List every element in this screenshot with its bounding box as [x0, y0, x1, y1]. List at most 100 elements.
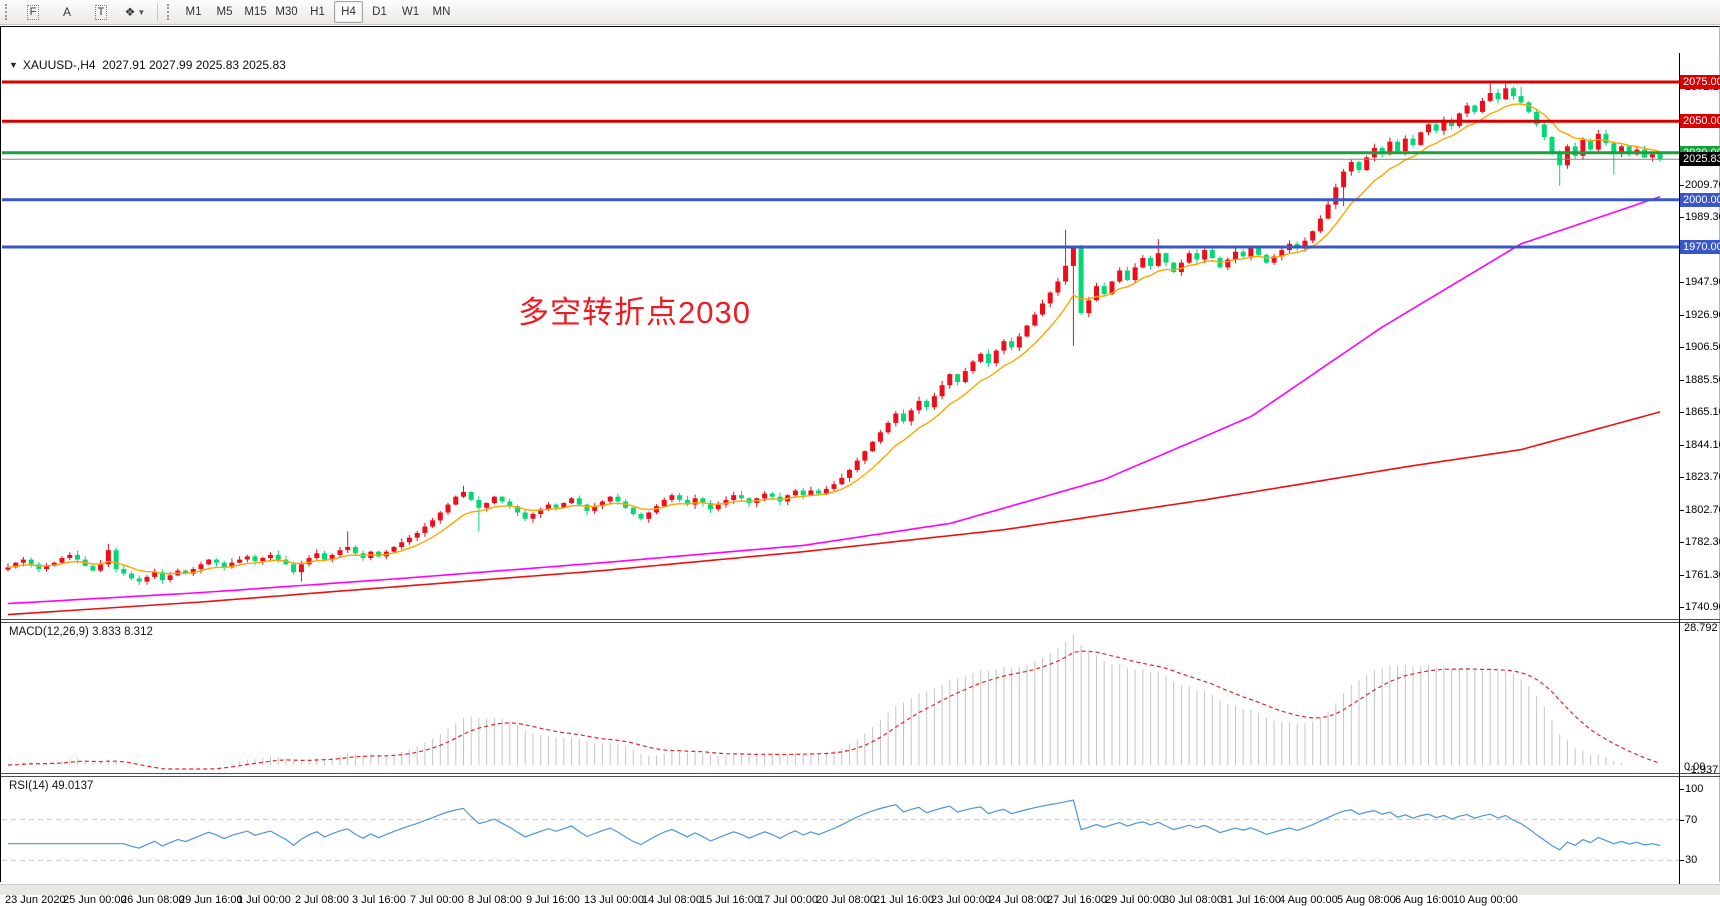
rsi-label: RSI(14) 49.0137: [9, 780, 94, 792]
price-level-badge: 2000.00: [1680, 193, 1720, 207]
price-axis-tick: [1679, 445, 1684, 446]
chevron-down-icon: ▼: [137, 7, 146, 17]
time-axis-label: 13 Jul 00:00: [584, 894, 644, 906]
pane-divider[interactable]: [1, 622, 1720, 623]
timeframe-button-group: M1 M5 M15 M30 H1 H4 D1 W1 MN: [179, 1, 456, 23]
quote-ohlc: 2027.91 2027.99 2025.83 2025.83: [102, 58, 286, 72]
indicators-grid-icon[interactable]: F: [17, 1, 49, 23]
pane-divider[interactable]: [1, 776, 1720, 777]
indicators-grid-glyph: F: [26, 4, 40, 20]
price-axis-tick-label: 1844.10: [1685, 439, 1720, 451]
rsi-axis-tick: [1679, 860, 1684, 861]
price-axis-tick: [1679, 217, 1684, 218]
timeframe-button-h4[interactable]: H4: [334, 1, 363, 23]
price-axis-tick-label: 1947.90: [1685, 276, 1720, 288]
rsi-axis-label: 30: [1685, 854, 1698, 866]
time-axis-label: 7 Jul 00:00: [410, 894, 464, 906]
price-axis-tick-label: 1802.70: [1685, 504, 1720, 516]
price-level-badge: 1970.00: [1680, 240, 1720, 254]
time-axis-label: 10 Aug 00:00: [1453, 894, 1518, 906]
time-axis-label: 25 Jun 00:00: [63, 894, 127, 906]
time-axis-label: 23 Jul 00:00: [931, 894, 991, 906]
shapes-icon[interactable]: ❖ ▼: [119, 1, 151, 23]
pane-divider[interactable]: [1, 619, 1720, 620]
timeframe-button-m5[interactable]: M5: [216, 6, 233, 18]
price-axis-tick: [1679, 347, 1684, 348]
price-axis-tick-label: 1823.70: [1685, 471, 1720, 483]
time-axis-label: 30 Jul 08:00: [1163, 894, 1223, 906]
price-level-badge: 2025.83: [1680, 152, 1720, 166]
price-level-badge: 2075.00: [1680, 75, 1720, 89]
rsi-axis-label: 70: [1685, 814, 1698, 826]
price-axis-tick-label: 1989.30: [1685, 211, 1720, 223]
price-axis-tick: [1679, 412, 1684, 413]
price-axis-tick: [1679, 542, 1684, 543]
time-axis-label: 23 Jun 2020: [5, 894, 66, 906]
timeframe-button-mn[interactable]: MN: [432, 6, 451, 18]
price-level-badge: 2050.00: [1680, 114, 1720, 128]
symbol-label: XAUUSD-,H4: [22, 58, 96, 72]
time-axis-label: 14 Jul 08:00: [642, 894, 702, 906]
window-bottom-strip: [0, 884, 1720, 895]
time-axis-label: 29 Jun 16:00: [179, 894, 243, 906]
time-axis-label: 1 Jul 00:00: [237, 894, 291, 906]
price-axis-tick-label: 1885.50: [1685, 374, 1720, 386]
macd-axis-max: 28.792: [1684, 622, 1718, 634]
rsi-axis-label: 100: [1685, 783, 1704, 795]
toolbar-separator: [157, 3, 158, 21]
time-axis-label: 3 Jul 16:00: [352, 894, 406, 906]
chevron-down-icon[interactable]: ▼: [9, 60, 18, 70]
time-axis-label: 24 Jul 08:00: [989, 894, 1049, 906]
price-axis-tick: [1679, 282, 1684, 283]
price-pane: [2, 80, 1679, 616]
macd-pane: [7, 634, 1661, 770]
price-axis-tick-label: 1740.90: [1685, 601, 1720, 613]
timeframe-button-w1[interactable]: W1: [401, 6, 420, 18]
rsi-axis-tick: [1679, 789, 1684, 790]
price-axis-tick: [1679, 315, 1684, 316]
time-axis-label: 5 Aug 08:00: [1337, 894, 1396, 906]
price-axis-tick-label: 1865.10: [1685, 406, 1720, 418]
text-box-glyph: T: [94, 4, 108, 20]
macd-axis-min-label: 0.00: [1684, 761, 1706, 773]
time-axis-label: 15 Jul 16:00: [700, 894, 760, 906]
timeframe-button-m30[interactable]: M30: [275, 6, 298, 18]
price-axis-tick: [1679, 607, 1684, 608]
timeframe-button-h1[interactable]: H1: [310, 6, 325, 18]
time-axis-label: 8 Jul 08:00: [468, 894, 522, 906]
text-label-icon[interactable]: A: [51, 1, 83, 23]
text-label-glyph: A: [62, 5, 71, 19]
price-axis-tick-label: 2009.70: [1685, 179, 1720, 191]
toolbar-grip[interactable]: [5, 4, 12, 20]
price-axis-tick: [1679, 575, 1684, 576]
timeframe-button-d1[interactable]: D1: [372, 6, 387, 18]
toolbar-grip-2[interactable]: [167, 4, 174, 20]
time-axis-label: 29 Jul 00:00: [1105, 894, 1165, 906]
time-axis-label: 17 Jul 00:00: [758, 894, 818, 906]
shapes-glyph: ❖: [124, 5, 136, 19]
chart-area: ▼ XAUUSD-,H4 2027.91 2027.99 2025.83 2025…: [0, 26, 1720, 906]
timeframe-button-m1[interactable]: M1: [185, 6, 202, 18]
price-axis-tick-label: 1906.50: [1685, 341, 1720, 353]
price-axis-tick: [1679, 380, 1684, 381]
pane-divider[interactable]: [1, 773, 1720, 774]
macd-axis-min-label: -1.937: [1687, 764, 1719, 776]
timeframe-button-m15[interactable]: M15: [244, 6, 267, 18]
price-axis-tick-label: 1761.30: [1685, 569, 1720, 581]
time-axis-label: 26 Jun 08:00: [121, 894, 185, 906]
text-annotation[interactable]: 多空转折点2030: [518, 295, 751, 330]
rsi-axis-tick: [1679, 820, 1684, 821]
time-axis-label: 2 Jul 08:00: [295, 894, 349, 906]
price-axis-tick-label: 1926.90: [1685, 309, 1720, 321]
time-axis-label: 6 Aug 16:00: [1395, 894, 1454, 906]
rsi-pane: [2, 799, 1679, 861]
price-axis-tick: [1679, 510, 1684, 511]
text-box-icon[interactable]: T: [85, 1, 117, 23]
chart-title: ▼ XAUUSD-,H4 2027.91 2027.99 2025.83 2025…: [9, 58, 286, 72]
time-axis-label: 21 Jul 16:00: [874, 894, 934, 906]
macd-label: MACD(12,26,9) 3.833 8.312: [9, 626, 153, 638]
price-axis-tick: [1679, 477, 1684, 478]
price-axis-tick-label: 1782.30: [1685, 536, 1720, 548]
toolbar: F A T ❖ ▼ M1 M5 M15 M30 H1 H4 D1 W1 MN: [0, 0, 1720, 25]
